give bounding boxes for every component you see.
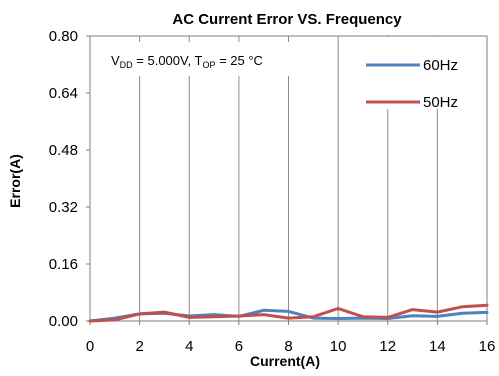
y-tick-label: 0.00	[49, 313, 78, 330]
conditions-annotation: VDD = 5.000V, TOP = 25 °C	[91, 42, 331, 76]
x-tick-label: 4	[185, 338, 193, 355]
y-tick-label: 0.32	[49, 199, 78, 216]
x-tick-label: 14	[429, 338, 446, 355]
x-tick-label: 10	[330, 338, 347, 355]
annotation-v-sub: DD	[120, 60, 133, 70]
x-tick-label: 6	[235, 338, 243, 355]
y-tick-label: 0.80	[49, 28, 78, 45]
y-tick-label: 0.16	[49, 256, 78, 273]
legend-background	[356, 37, 486, 109]
annotation-v-rest: = 5.000V, T	[133, 53, 203, 68]
legend-label-50hz: 50Hz	[423, 94, 458, 111]
chart-title: AC Current Error VS. Frequency	[172, 11, 402, 28]
chart-legend: 60Hz 50Hz	[356, 37, 486, 111]
y-tick-label: 0.48	[49, 142, 78, 159]
annotation-t-rest: = 25 °C	[215, 53, 262, 68]
x-tick-label: 0	[86, 338, 94, 355]
x-tick-label: 8	[284, 338, 292, 355]
x-axis-label: Current(A)	[250, 353, 320, 369]
x-tick-label: 12	[379, 338, 396, 355]
y-axis-ticks: 0.00 0.16 0.32 0.48 0.64 0.80	[49, 28, 90, 330]
annotation-t-sub: OP	[202, 60, 215, 70]
series-line-50hz	[88, 303, 489, 323]
x-tick-label: 16	[479, 338, 496, 355]
x-axis-ticks: 0 2 4 6 8 10 12 14 16	[86, 321, 496, 355]
x-tick-label: 2	[135, 338, 143, 355]
annotation-background	[91, 42, 331, 76]
y-axis-label: Error(A)	[7, 154, 23, 208]
series-lines	[88, 303, 489, 323]
legend-label-60hz: 60Hz	[423, 57, 458, 74]
y-tick-label: 0.64	[49, 85, 78, 102]
svg-text:VDD = 5.000V, TOP = 25 °C: VDD = 5.000V, TOP = 25 °C	[111, 53, 263, 70]
annotation-v: V	[111, 53, 120, 68]
